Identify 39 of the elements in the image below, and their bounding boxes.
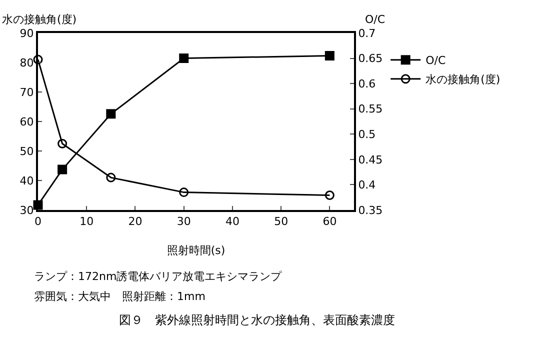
x-axis-title: 照射時間(s): [166, 244, 226, 257]
x-tick-label: 60: [322, 215, 337, 228]
x-tick-label: 10: [80, 215, 94, 228]
y2-tick-label: 0.4: [358, 178, 376, 192]
point: [324, 190, 334, 200]
caption: 図９ 紫外線照射時間と水の接触角、表面酸素濃度: [119, 313, 395, 327]
y2-axis-title: O/C: [365, 13, 386, 26]
y-tick-label: 40: [20, 174, 34, 188]
x-tick-label: 40: [225, 215, 240, 228]
y-tick-label: 70: [20, 86, 34, 99]
legend-label: O/C: [426, 54, 446, 68]
point: [106, 172, 116, 182]
text: 雰囲気：大気中 照射距離：1mm: [34, 290, 206, 303]
y-tick-label: 30: [20, 204, 34, 217]
point: [324, 51, 334, 61]
point: [58, 164, 68, 174]
y-tick-label: 80: [20, 56, 34, 70]
legend-label: 水の接触角(度): [426, 73, 500, 86]
y2-tick-label: 0.35: [358, 204, 383, 217]
y-tick-label: 50: [20, 144, 34, 158]
point: [106, 109, 116, 119]
x-tick-label: 0: [34, 215, 42, 228]
y-tick-label: 60: [20, 115, 34, 128]
text: ランプ：172nm誘電体バリア放電エキシマランプ: [34, 270, 283, 283]
y-tick-label: 90: [20, 26, 34, 40]
x-tick-label: 20: [128, 215, 142, 228]
y2-tick-label: 0.45: [358, 153, 383, 166]
point: [33, 54, 43, 64]
point: [58, 138, 68, 148]
y2-tick-label: 0.7: [358, 26, 376, 40]
y2-tick-label: 0.65: [358, 52, 383, 66]
y2-tick-label: 0.55: [358, 102, 383, 116]
x-tick-label: 30: [176, 215, 191, 228]
point: [179, 188, 189, 198]
y-axis-title: 水の接触角(度): [2, 13, 77, 26]
x-tick-label: 50: [274, 215, 288, 228]
y2-tick-label: 0.6: [358, 77, 376, 90]
point: [179, 54, 189, 64]
y2-tick-label: 0.5: [358, 128, 376, 141]
